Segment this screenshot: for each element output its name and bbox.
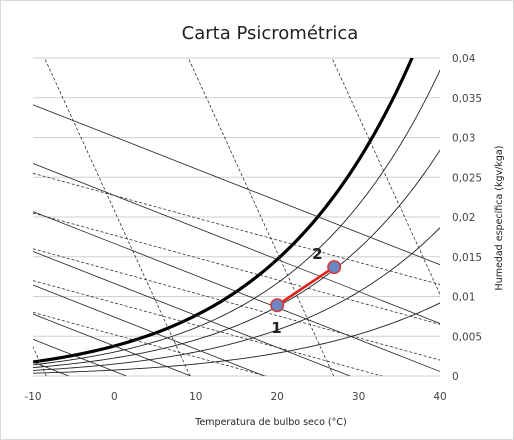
state-point-marker: [327, 260, 342, 275]
x-axis-label: Temperatura de bulbo seco (°C): [194, 417, 346, 428]
saturation-curve: [33, 58, 414, 364]
wet-bulb-line: [33, 361, 69, 376]
wet-bulb-line-ext: [33, 104, 319, 218]
process-line: 12: [270, 245, 342, 337]
relative-humidity-curve: [33, 69, 440, 366]
y-tick-label: 0,03: [452, 133, 475, 145]
specific-volume-line: [44, 58, 191, 376]
y-tick-label: 0,01: [452, 292, 475, 304]
state-point-label: 1: [271, 319, 281, 337]
wet-bulb-line-ext: [33, 361, 34, 362]
dashed-guide-line: [33, 280, 384, 376]
state-point-marker: [270, 298, 285, 313]
x-tick-label: 0: [111, 391, 118, 403]
specific-volume-line: [331, 58, 440, 296]
plot-area: [33, 58, 440, 376]
y-tick-label: 0: [452, 371, 459, 383]
x-tick-label: 30: [352, 391, 365, 403]
wet-bulb-line: [154, 332, 265, 376]
specific-volume-line: [33, 345, 47, 376]
dashed-guide-line: [33, 312, 268, 376]
relative-humidity-curve: [33, 149, 440, 369]
state-point-label: 2: [312, 245, 322, 263]
chart-curves: [33, 58, 440, 376]
y-axis-label: Humedad específica (kgv/kga): [494, 146, 505, 291]
wet-bulb-line-ext: [33, 163, 278, 260]
dashed-guide-line: [33, 248, 440, 361]
wet-bulb-line-ext: [33, 211, 237, 292]
x-tick-label: 10: [189, 391, 202, 403]
x-tick-label: -10: [24, 391, 41, 403]
relative-humidity-curve: [33, 227, 440, 371]
wet-bulb-line: [317, 216, 440, 266]
wet-bulb-line-ext: [33, 313, 115, 347]
y-tick-label: 0,04: [452, 53, 476, 65]
specific-volume-line: [187, 58, 335, 376]
dashed-guide-line: [33, 212, 440, 325]
y-tick-label: 0,015: [452, 252, 482, 264]
wet-bulb-line-ext: [33, 338, 74, 356]
wet-bulb-line: [195, 315, 351, 376]
wet-bulb-line-ext: [33, 251, 196, 316]
tick-labels: 0 0,005 0,01 0,015 0,02 0,025 0,03 0,035 0,04 -10…: [24, 53, 482, 403]
wet-bulb-line: [277, 259, 440, 324]
dashed-guide-line: [33, 172, 440, 285]
wet-bulb-line: [73, 354, 127, 376]
y-tick-label: 0,02: [452, 212, 475, 224]
chart-title: Carta Psicrométrica: [182, 23, 359, 44]
y-tick-label: 0,035: [452, 93, 482, 105]
wet-bulb-line: [114, 345, 191, 376]
x-tick-label: 40: [433, 391, 446, 403]
relative-humidity-curve: [33, 302, 440, 374]
y-tick-label: 0,005: [452, 331, 482, 343]
x-tick-label: 20: [271, 391, 284, 403]
y-tick-label: 0,025: [452, 172, 482, 184]
wet-bulb-line-ext: [33, 284, 156, 334]
process-segment: [276, 266, 335, 307]
